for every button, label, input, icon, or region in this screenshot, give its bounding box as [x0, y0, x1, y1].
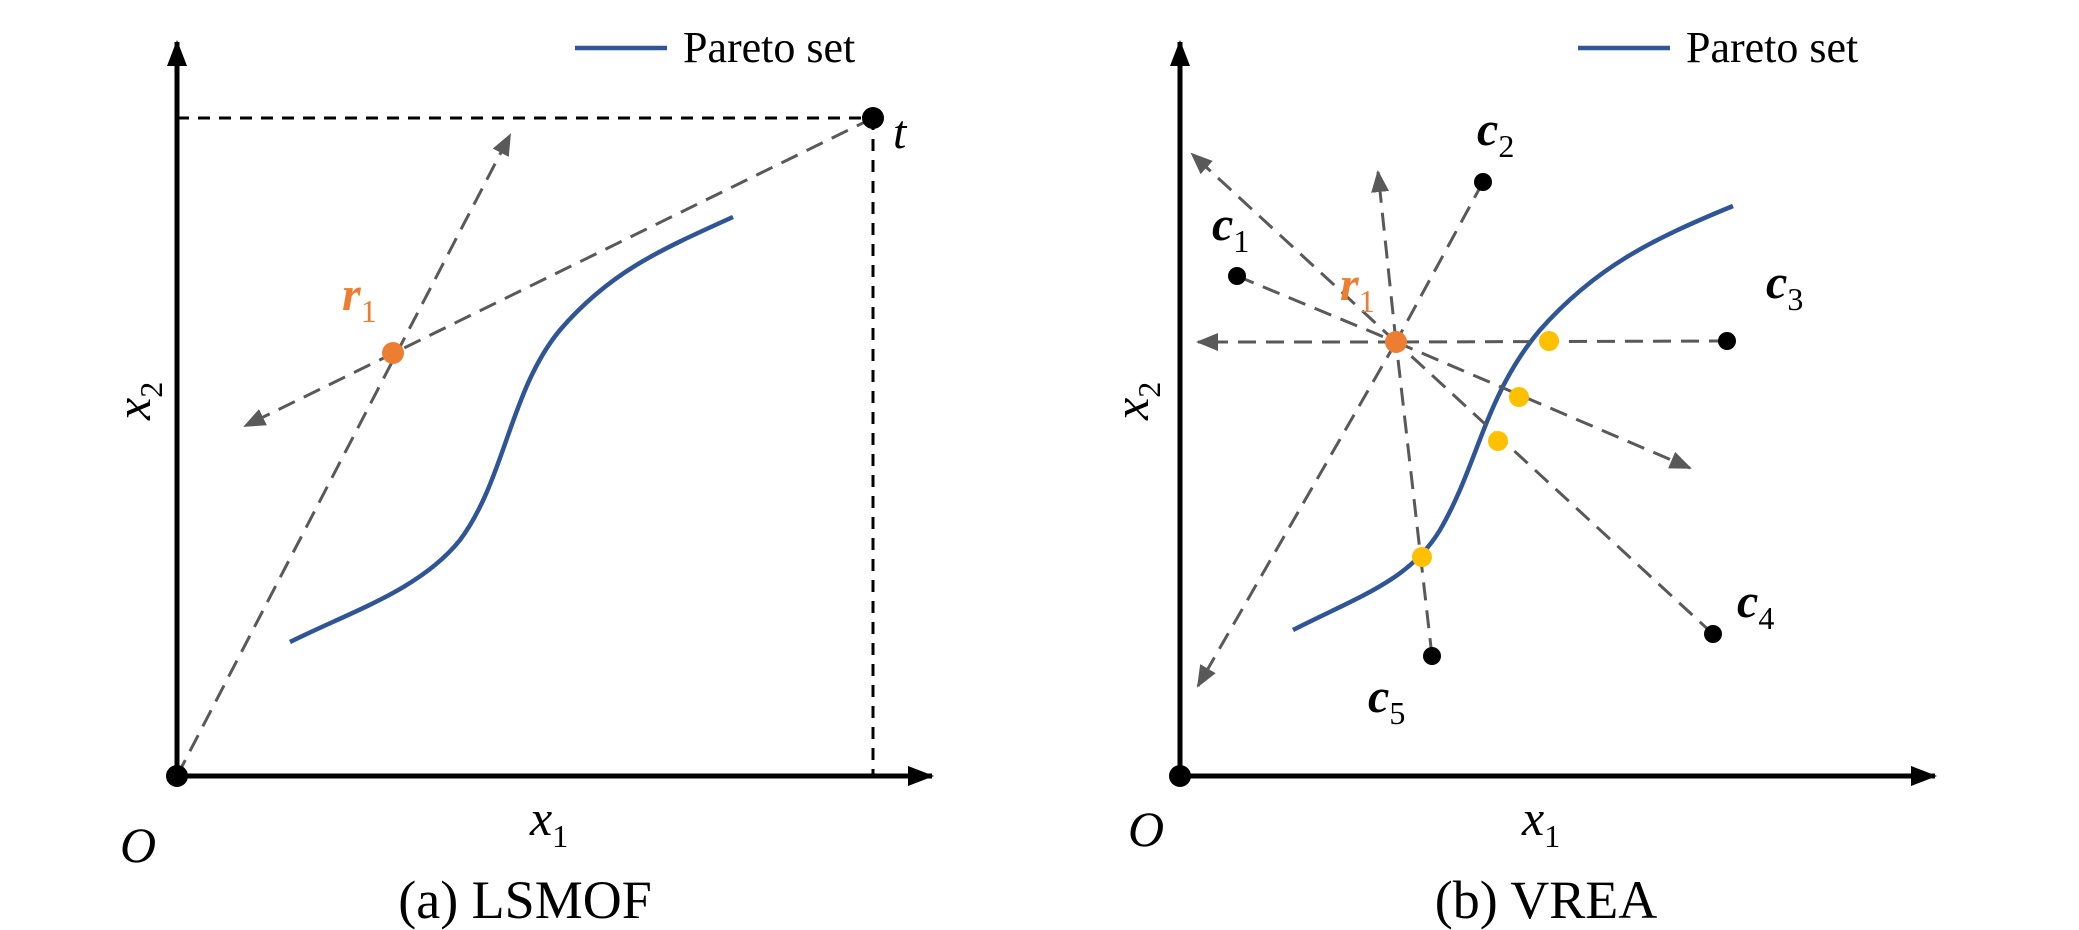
panel-b-point-c3: [1718, 332, 1736, 350]
panel-a-origin-point: [166, 765, 188, 787]
panel-b-label-c3: c3: [1766, 256, 1803, 317]
panel-a-reference-label: r1: [342, 268, 377, 329]
panel-b-arrow-upleft: [1190, 152, 1398, 344]
panel-b-label-c5: c5: [1368, 670, 1405, 731]
panel-a-pareto-curve: [288, 214, 734, 645]
panel-b-caption: (b) VREA: [1435, 870, 1658, 930]
panel-b-pareto-curve: [1291, 203, 1734, 633]
panel-b-point-c5: [1423, 647, 1441, 665]
panel-b-arrow-downright: [1395, 340, 1692, 470]
panel-b-intersection-point: [1539, 331, 1559, 351]
panel-b-label-c1: c1: [1212, 198, 1249, 259]
panel-b-point-c2: [1474, 173, 1492, 191]
panel-b-label-c2: c2: [1477, 103, 1514, 164]
panel-b-intersection-point: [1509, 387, 1529, 407]
panel-b-reference-point: [1385, 331, 1407, 353]
panel-a-arrow-origin-dir: [175, 133, 512, 777]
panel-a: t r1 O x1 x2 (a) LSMOF Pareto set: [105, 23, 934, 930]
panel-a-target-point: [862, 107, 884, 129]
panel-a-legend-label: Pareto set: [683, 23, 855, 72]
panel-b-point-c4: [1704, 625, 1722, 643]
panel-b-intersection-point: [1488, 431, 1508, 451]
panel-b-y-axis-label: x2: [1103, 382, 1167, 421]
panel-a-arrow-target-dir: [243, 116, 874, 428]
panel-a-target-label: t: [893, 106, 908, 159]
panel-b: r1 c1 c2 c3 c4 c5 O x1 x2 (b) VREA Paret…: [1103, 23, 1937, 930]
panel-b-arrow-up: [1371, 170, 1398, 343]
panel-a-x-axis-label: x1: [529, 790, 568, 854]
panel-b-point-c1: [1228, 267, 1246, 285]
panel-b-legend-label: Pareto set: [1686, 23, 1858, 72]
panel-a-caption: (a) LSMOF: [398, 870, 652, 930]
panel-b-line-c4: [1394, 340, 1715, 636]
panel-b-origin-label: O: [1128, 801, 1164, 857]
panel-b-x-axis-label: x1: [1521, 790, 1560, 854]
panel-b-label-c4: c4: [1737, 575, 1774, 636]
panel-b-line-c2: [1394, 181, 1485, 343]
panel-a-reference-point: [382, 342, 404, 364]
panel-b-origin-point: [1169, 765, 1191, 787]
panel-a-y-axis-label: x2: [105, 382, 169, 421]
panel-a-origin-label: O: [120, 817, 156, 873]
panel-b-line-c1: [1236, 274, 1397, 344]
panel-b-line-c5: [1394, 341, 1434, 657]
panel-b-line-c3: [1395, 339, 1728, 344]
panel-b-reference-label: r1: [1340, 258, 1375, 319]
panel-b-intersection-point: [1412, 547, 1432, 567]
panel-b-arrow-downleft: [1196, 341, 1398, 688]
